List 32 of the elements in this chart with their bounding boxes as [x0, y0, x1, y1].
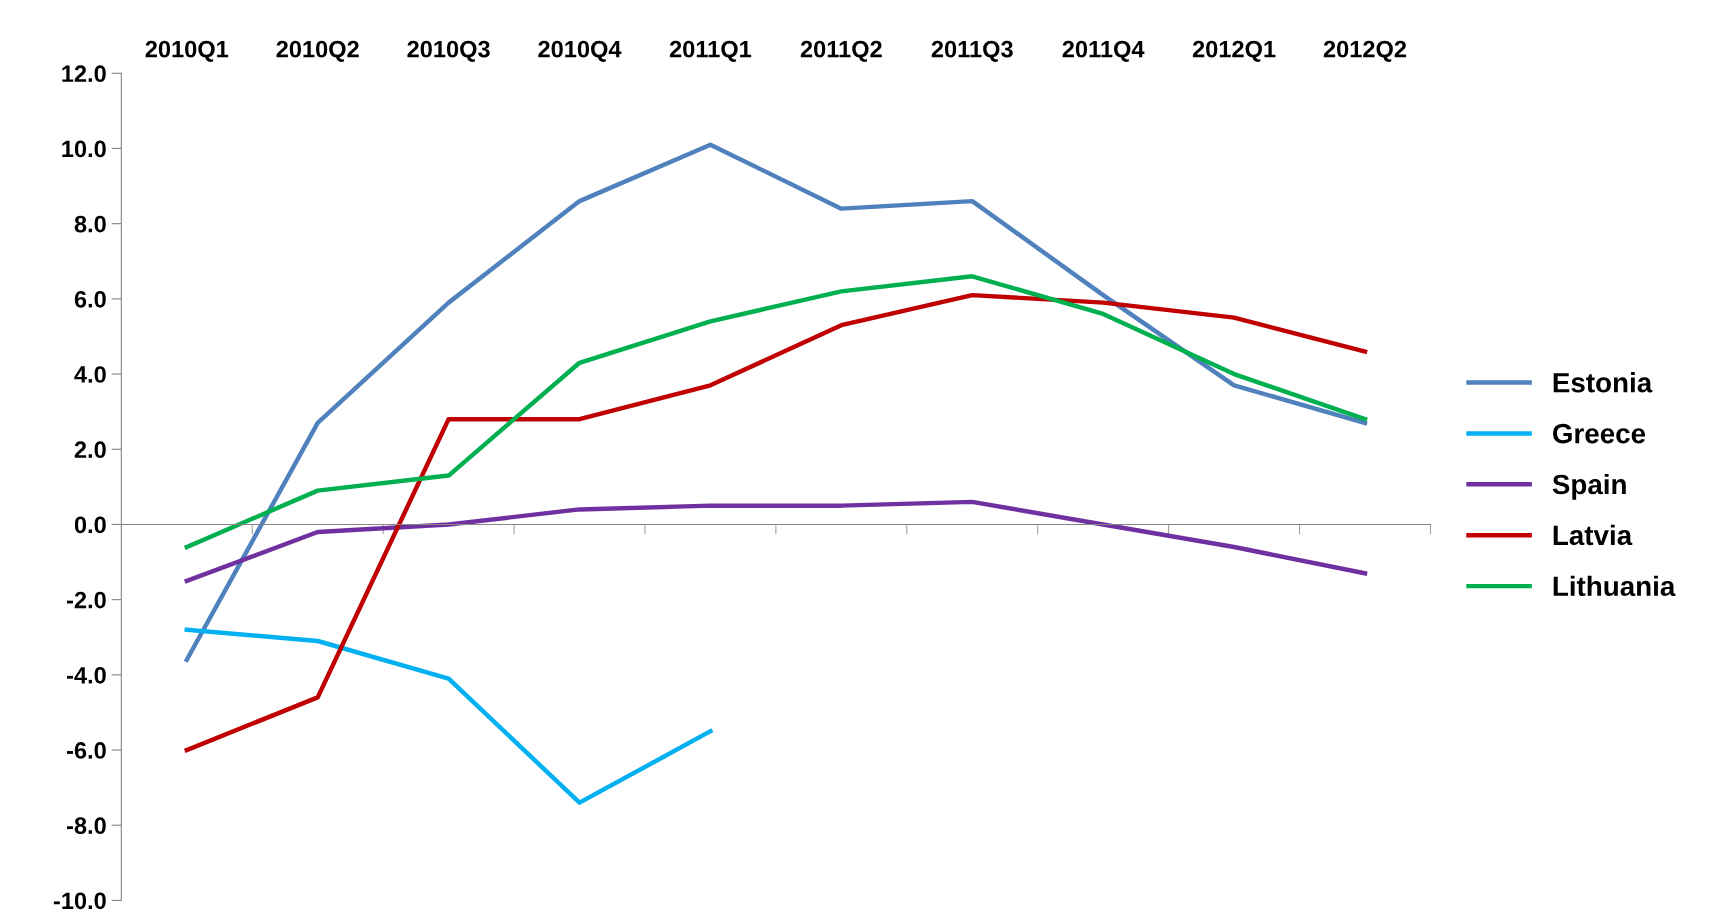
y-tick-label: 10.0	[62, 140, 106, 158]
x-tick-label: 2010Q3	[407, 40, 490, 62]
legend-label: Lithuania	[1553, 575, 1676, 597]
y-tick-label: 8.0	[74, 215, 106, 233]
y-tick-label: 4.0	[74, 366, 106, 383]
line-series	[184, 627, 713, 805]
y-tick-label: -4.0	[67, 666, 106, 684]
line-series	[184, 274, 1368, 550]
y-tick-label: -2.0	[67, 591, 106, 609]
line-series	[184, 292, 1368, 753]
y-tick-label: -8.0	[67, 817, 106, 835]
legend-label: Greece	[1553, 423, 1646, 444]
y-tick-label: 0.0	[74, 516, 106, 534]
legend-label: Latvia	[1553, 524, 1633, 546]
line-series	[184, 499, 1368, 584]
x-tick-label: 2010Q2	[276, 40, 359, 62]
x-tick-label: 2012Q1	[1192, 40, 1276, 62]
line-series	[184, 142, 1368, 663]
y-tick-label: -10.0	[53, 892, 106, 910]
x-tick-label: 2010Q1	[145, 40, 229, 62]
y-tick-label: 12.0	[62, 65, 106, 83]
x-tick-label: 2012Q2	[1323, 40, 1407, 62]
x-tick-label: 2011Q1	[669, 40, 752, 62]
x-tick-label: 2011Q2	[800, 40, 882, 62]
legend-label: Spain	[1552, 473, 1626, 500]
x-tick-label: 2010Q4	[538, 40, 622, 62]
x-tick-label: 2011Q4	[1062, 40, 1145, 62]
x-tick-label: 2011Q3	[931, 40, 1013, 62]
y-tick-label: -6.0	[67, 742, 106, 759]
y-tick-label: 2.0	[74, 441, 106, 459]
legend-label: Estonia	[1553, 372, 1653, 393]
y-tick-label: 6.0	[74, 290, 106, 308]
